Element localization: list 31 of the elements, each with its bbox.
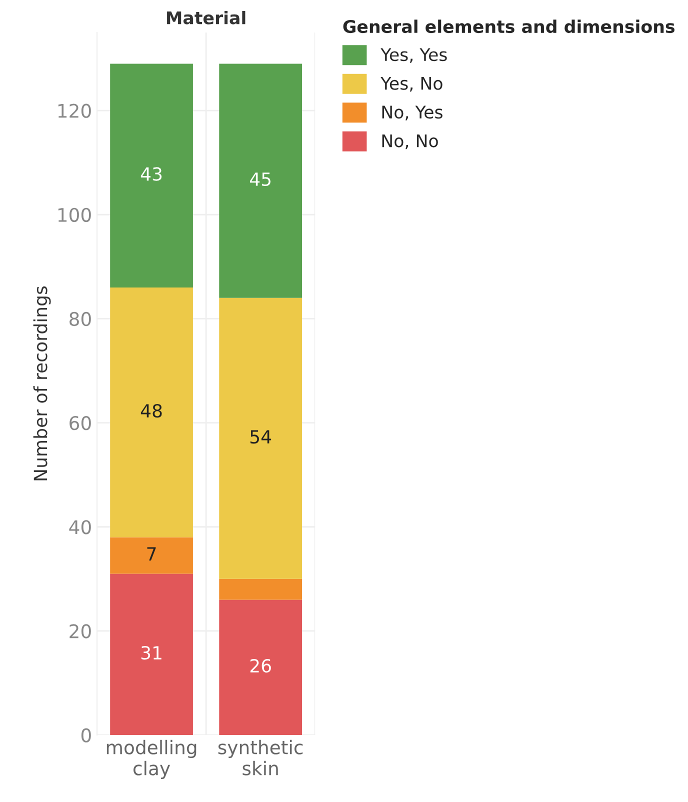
y-tick-label: 60 xyxy=(70,416,91,430)
x-tick-label: modelling clay xyxy=(106,740,196,780)
data-label: 26 xyxy=(250,658,271,673)
chart-title: Material xyxy=(167,10,246,24)
data-label: 48 xyxy=(140,404,162,418)
bar xyxy=(219,600,302,736)
bar xyxy=(110,537,193,574)
legend-label: Yes, Yes xyxy=(380,48,447,63)
y-axis-title: Number of recordings xyxy=(33,286,51,480)
data-label: 54 xyxy=(250,430,272,444)
data-label: 31 xyxy=(141,646,162,660)
x-tick-label: synthetic skin xyxy=(218,740,303,776)
y-tick-label: 0 xyxy=(81,728,91,742)
bar xyxy=(110,574,193,736)
legend-label: Yes, No xyxy=(380,76,442,92)
bar xyxy=(110,64,193,288)
y-tick-label: 40 xyxy=(69,520,91,534)
legend-label: No, No xyxy=(382,134,438,150)
data-label: 43 xyxy=(140,167,162,181)
y-tick-label: 20 xyxy=(70,624,91,638)
y-tick-label: 80 xyxy=(70,312,91,326)
bar xyxy=(219,64,302,298)
bar xyxy=(110,287,193,538)
y-tick-label: 120 xyxy=(58,104,91,118)
data-label: 45 xyxy=(250,172,270,186)
legend-title: General elements and dimensions xyxy=(343,20,674,34)
bar xyxy=(219,578,302,600)
data-label: 7 xyxy=(147,547,156,560)
bar xyxy=(219,298,302,579)
y-tick-label: 100 xyxy=(58,208,91,222)
legend-label: No, Yes xyxy=(382,106,442,120)
